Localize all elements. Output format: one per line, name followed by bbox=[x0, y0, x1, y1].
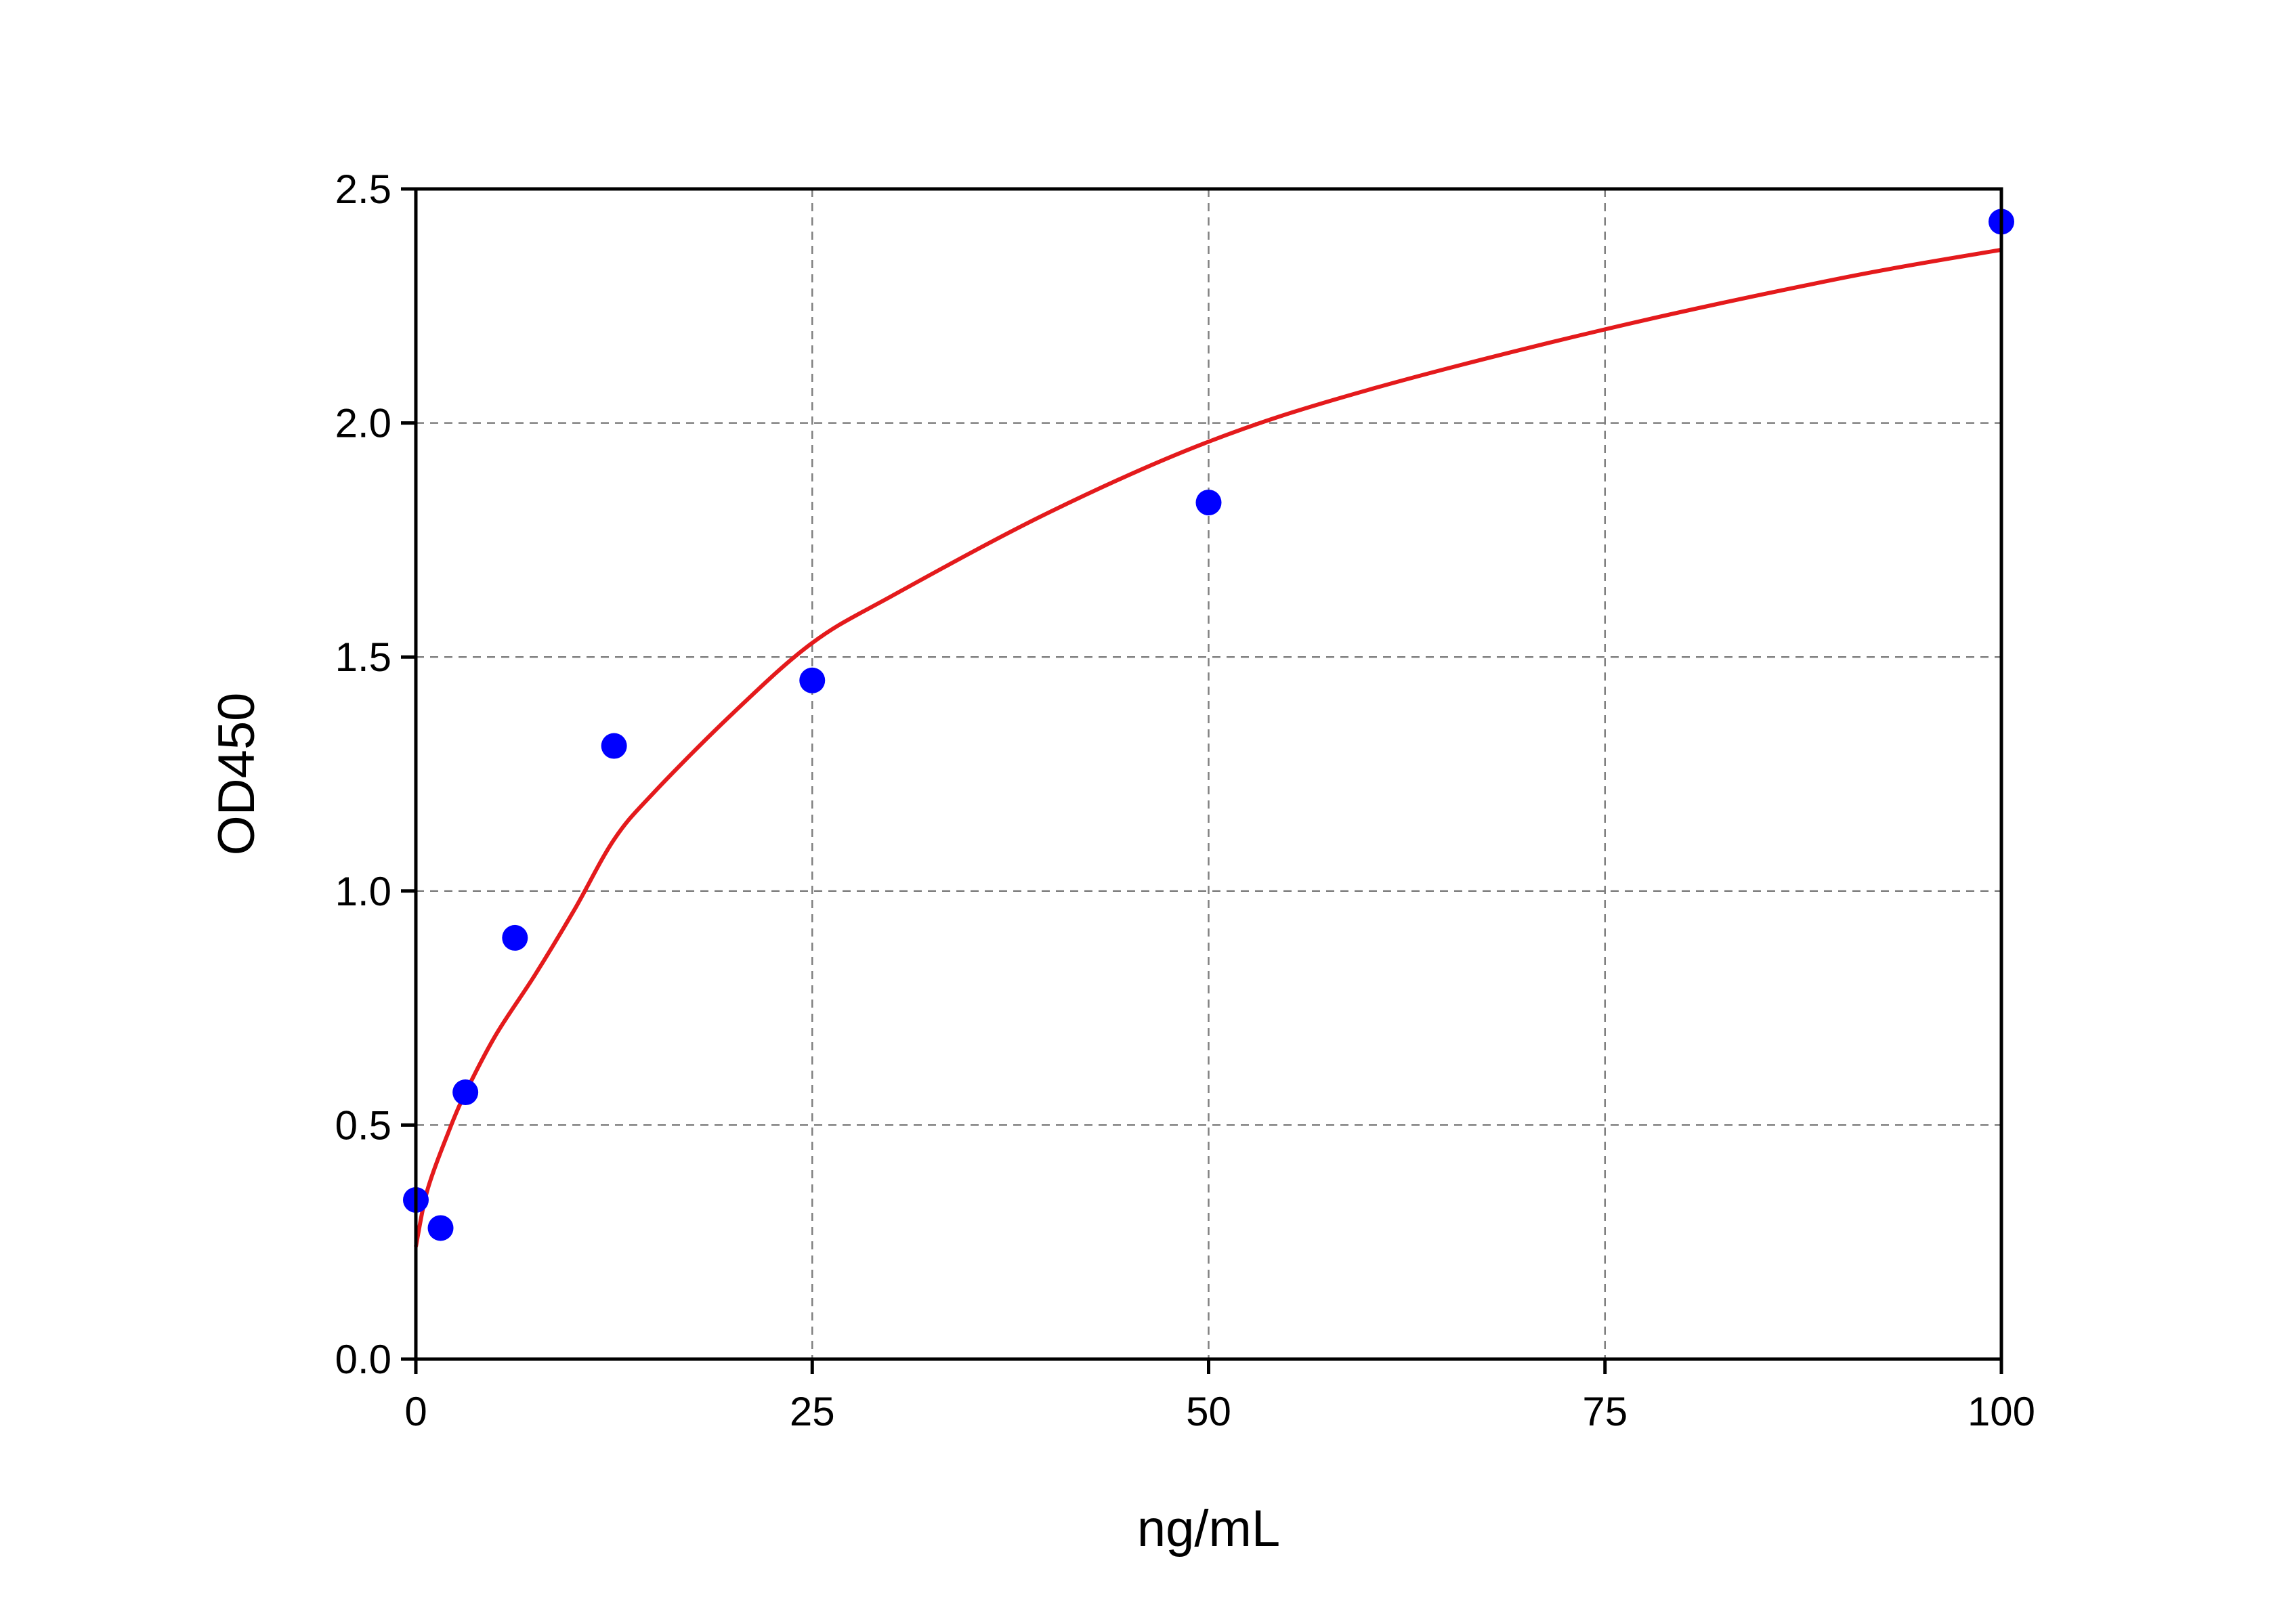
x-tick-label: 25 bbox=[790, 1389, 835, 1434]
y-tick-label: 0.5 bbox=[335, 1102, 391, 1148]
y-axis-title: OD450 bbox=[208, 693, 265, 856]
data-points-layer bbox=[403, 209, 2014, 1241]
x-tick-label: 0 bbox=[404, 1389, 427, 1434]
x-tick-label: 75 bbox=[1582, 1389, 1628, 1434]
data-point bbox=[1195, 490, 1222, 516]
data-point bbox=[799, 667, 826, 693]
tick-labels: 0 25 50 75 100 0.0 0.5 1.0 1.5 2.0 2.5 bbox=[335, 167, 2035, 1434]
data-point bbox=[601, 733, 627, 759]
tick-marks bbox=[401, 187, 2003, 1374]
x-axis-title: ng/mL bbox=[1137, 1500, 1280, 1558]
grid-lines bbox=[416, 189, 2001, 1359]
x-tick-label: 50 bbox=[1186, 1389, 1231, 1434]
y-tick-label: 1.5 bbox=[335, 635, 391, 680]
data-point bbox=[502, 924, 528, 951]
data-point bbox=[427, 1215, 454, 1241]
x-tick-label: 100 bbox=[1968, 1389, 2035, 1434]
y-tick-label: 0.0 bbox=[335, 1337, 391, 1382]
y-tick-label: 1.0 bbox=[335, 869, 391, 914]
data-point bbox=[452, 1079, 479, 1106]
y-tick-label: 2.0 bbox=[335, 401, 391, 446]
y-tick-label: 2.5 bbox=[335, 167, 391, 212]
